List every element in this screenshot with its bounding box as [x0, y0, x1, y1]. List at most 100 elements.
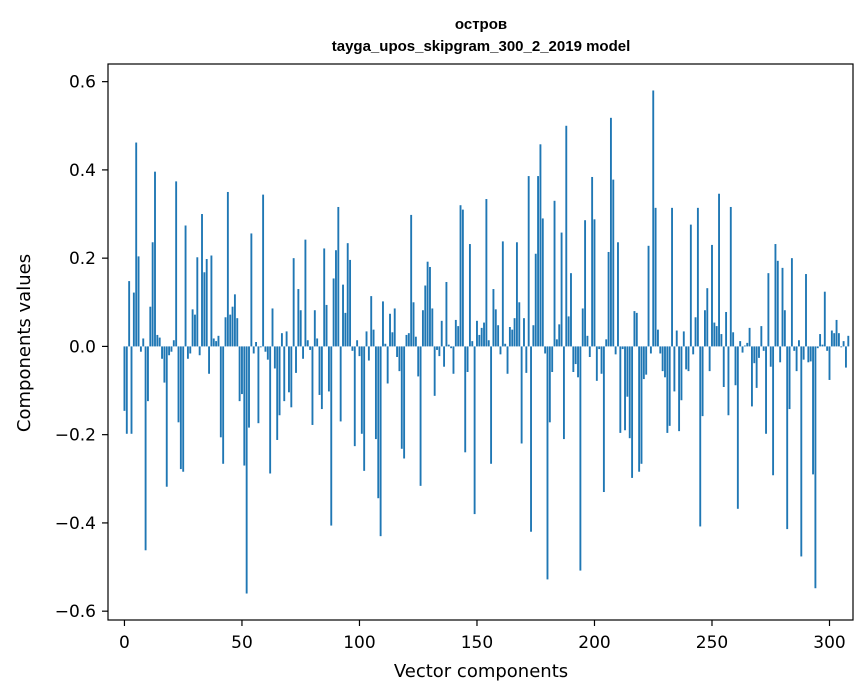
- bar-25: [182, 346, 185, 472]
- bar-291: [807, 346, 810, 363]
- bar-94: [344, 312, 347, 347]
- bar-4: [132, 292, 135, 347]
- bar-165: [511, 329, 514, 347]
- bar-213: [624, 346, 626, 431]
- bar-298: [823, 291, 826, 347]
- bar-195: [581, 308, 584, 347]
- chart-subtitle: tayga_upos_skipgram_300_2_2019 model: [332, 38, 631, 55]
- bar-65: [276, 346, 279, 440]
- bar-110: [382, 301, 384, 347]
- bar-180: [546, 346, 549, 580]
- bar-268: [753, 346, 756, 364]
- bar-1: [125, 346, 128, 434]
- bar-234: [673, 346, 676, 392]
- bar-141: [454, 319, 457, 347]
- bar-199: [591, 176, 594, 347]
- bar-252: [715, 326, 718, 347]
- bar-188: [565, 125, 568, 347]
- bar-47: [233, 294, 236, 347]
- bar-244: [696, 207, 699, 347]
- bar-162: [504, 343, 507, 347]
- bar-133: [436, 346, 438, 350]
- bar-138: [447, 344, 450, 347]
- bar-33: [201, 214, 203, 347]
- x-tick-label: 200: [578, 633, 610, 653]
- bar-192: [574, 346, 577, 365]
- bar-30: [194, 314, 196, 347]
- bar-15: [158, 337, 161, 347]
- bar-56: [255, 342, 257, 347]
- bar-148: [471, 341, 474, 347]
- bar-283: [788, 346, 791, 410]
- bar-270: [758, 346, 760, 358]
- bar-16: [161, 346, 163, 359]
- bar-117: [398, 346, 401, 372]
- bar-186: [560, 232, 563, 347]
- bar-255: [722, 346, 725, 388]
- bar-273: [765, 346, 767, 434]
- bar-274: [767, 273, 770, 347]
- bar-68: [283, 346, 286, 402]
- bar-260: [734, 346, 737, 386]
- bar-74: [297, 289, 300, 347]
- bar-87: [327, 346, 330, 392]
- bar-175: [534, 253, 537, 347]
- bar-127: [421, 310, 424, 347]
- bar-233: [671, 207, 673, 347]
- bar-134: [438, 346, 441, 357]
- x-tick-label: 50: [231, 633, 253, 653]
- bar-21: [172, 340, 175, 347]
- bar-125: [417, 346, 420, 377]
- bar-26: [184, 225, 187, 347]
- bar-225: [652, 90, 655, 347]
- bar-182: [551, 346, 554, 372]
- bar-130: [429, 266, 431, 347]
- bar-248: [706, 288, 709, 347]
- bar-160: [499, 346, 502, 355]
- bar-214: [626, 346, 629, 397]
- x-tick-label: 250: [696, 633, 728, 653]
- bar-136: [443, 346, 446, 367]
- bar-99: [356, 340, 359, 347]
- bar-80: [311, 346, 314, 425]
- bar-43: [224, 317, 227, 347]
- bar-208: [612, 179, 615, 347]
- bar-139: [450, 346, 453, 349]
- bar-70: [288, 346, 290, 393]
- bar-171: [525, 346, 528, 373]
- bar-34: [203, 272, 206, 347]
- chart-title: остров: [455, 16, 507, 33]
- bar-144: [461, 209, 464, 347]
- bar-229: [661, 346, 664, 372]
- bar-76: [302, 346, 304, 359]
- bar-279: [779, 346, 782, 363]
- bar-187: [562, 346, 565, 440]
- bar-168: [518, 302, 521, 347]
- bar-111: [384, 343, 387, 347]
- bar-282: [786, 346, 789, 530]
- y-tick-label: 0.0: [69, 337, 96, 357]
- bar-159: [497, 325, 500, 347]
- bar-121: [407, 333, 410, 347]
- bar-179: [544, 346, 547, 354]
- bar-12: [151, 242, 154, 347]
- bar-222: [645, 346, 648, 375]
- bar-64: [273, 346, 276, 369]
- bar-200: [593, 219, 596, 347]
- bar-88: [330, 346, 333, 526]
- bar-193: [577, 346, 579, 378]
- bar-10: [147, 346, 149, 402]
- bar-91: [337, 206, 340, 347]
- bar-49: [238, 346, 241, 402]
- bar-105: [370, 296, 373, 347]
- bar-267: [751, 346, 753, 407]
- bar-277: [774, 244, 777, 347]
- bar-95: [346, 243, 349, 347]
- bar-204: [602, 346, 605, 493]
- y-axis-label: Components values: [14, 254, 35, 432]
- bar-230: [664, 346, 666, 378]
- bar-212: [621, 346, 624, 350]
- bar-306: [842, 341, 845, 347]
- bar-158: [494, 309, 497, 347]
